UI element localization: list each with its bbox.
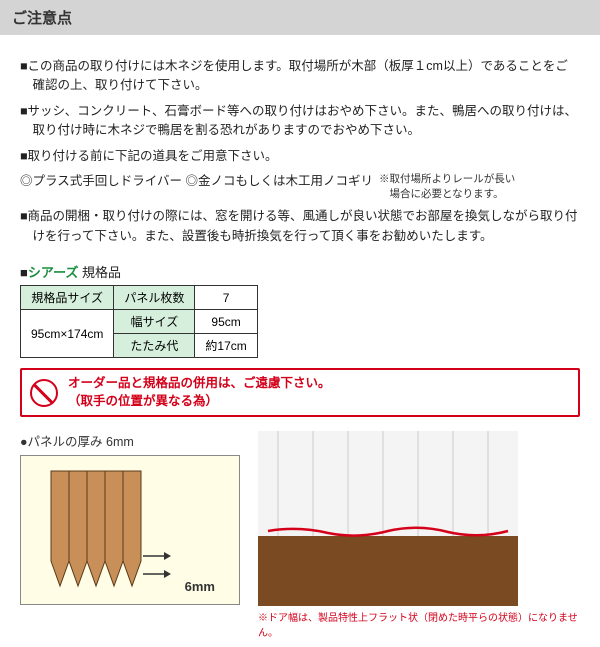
th-fold: たたみ代 [114,334,195,358]
photo-box [258,431,518,606]
header-bar: ご注意点 [0,0,600,35]
warn-line2: （取手の位置が異なる為） [68,393,331,411]
spec-title: ■シアーズ 規格品 [20,262,588,281]
spec-suffix: 規格品 [78,265,121,280]
dim-label: 6mm [185,579,215,594]
note-last: ■商品の開梱・取り付けの際には、窓を開ける等、風通しが良い状態でお部屋を換気しな… [20,207,580,246]
th-panels: パネル枚数 [114,286,195,310]
photo-note: ※ドア幅は、製品特性上フラット状（閉めた時平らの状態）になりません。 [258,609,580,639]
note-1: ■この商品の取り付けには木ネジを使用します。取付場所が木部（板厚１cm以上）であ… [20,57,580,96]
note-2: ■サッシ、コンクリート、石膏ボード等への取り付けはおやめ下さい。また、鴨居への取… [20,102,580,141]
table-row: 95cm×174cm 幅サイズ 95cm [21,310,258,334]
th-width: 幅サイズ [114,310,195,334]
th-size: 規格品サイズ [21,286,114,310]
content: ■この商品の取り付けには木ネジを使用します。取付場所が木部（板厚１cm以上）であ… [0,49,600,647]
warn-line1: オーダー品と規格品の併用は、ご遠慮下さい。 [68,375,331,393]
spec-table-wrap: 規格品サイズ パネル枚数 7 95cm×174cm 幅サイズ 95cm たたみ代… [12,285,588,358]
table-row: 規格品サイズ パネル枚数 7 [21,286,258,310]
warning-box: オーダー品と規格品の併用は、ご遠慮下さい。 （取手の位置が異なる為） [20,368,580,417]
td-panels: 7 [195,286,257,310]
td-size: 95cm×174cm [21,310,114,358]
tools-line: ◎プラス式手回しドライバー ◎金ノコもしくは木工用ノコギリ [20,172,373,191]
photo-column: ※ドア幅は、製品特性上フラット状（閉めた時平らの状態）になりません。 [258,431,580,639]
spec-prefix: ■ [20,265,28,280]
note-3: ■取り付ける前に下記の道具をご用意下さい。 [20,147,580,166]
photo-svg [258,431,518,606]
notes-block: ■この商品の取り付けには木ネジを使用します。取付場所が木部（板厚１cm以上）であ… [12,57,588,246]
panel-title: ●パネルの厚み 6mm [20,431,240,450]
td-width: 95cm [195,310,257,334]
warning-text: オーダー品と規格品の併用は、ご遠慮下さい。 （取手の位置が異なる為） [68,375,331,410]
tools-star: ※取付場所よりレールが長い 場合に必要となります。 [379,172,515,201]
prohibit-icon [30,379,58,407]
panel-diagram: ●パネルの厚み 6mm 6mm [20,431,240,605]
spec-table: 規格品サイズ パネル枚数 7 95cm×174cm 幅サイズ 95cm たたみ代… [20,285,258,358]
td-fold: 約17cm [195,334,257,358]
tools-row: ◎プラス式手回しドライバー ◎金ノコもしくは木工用ノコギリ ※取付場所よりレール… [20,172,580,201]
diagram-box: 6mm [20,455,240,605]
spec-brand: シアーズ [28,265,79,280]
bottom-row: ●パネルの厚み 6mm 6mm [12,431,588,639]
